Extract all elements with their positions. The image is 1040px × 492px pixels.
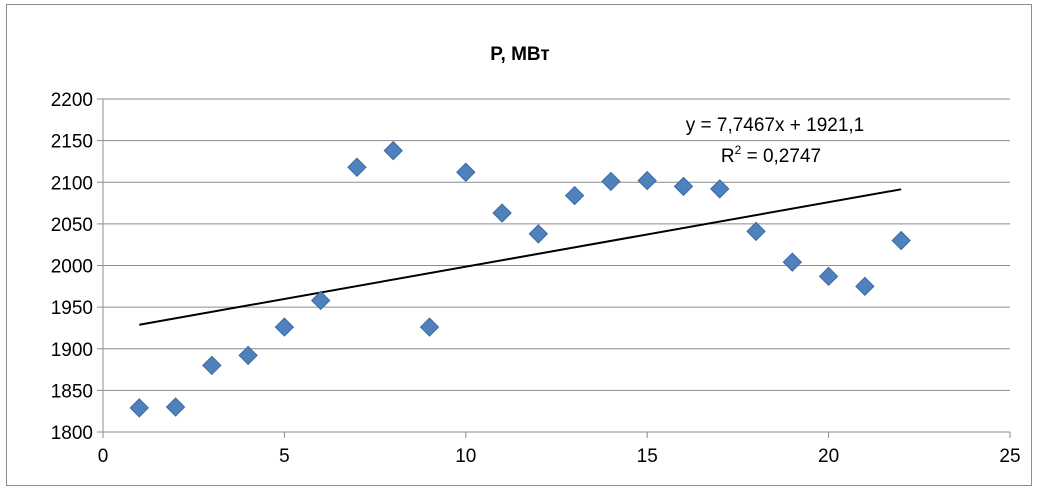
x-tick-label: 25 xyxy=(999,446,1020,467)
data-point xyxy=(818,266,839,287)
y-tick-label: 2200 xyxy=(51,90,93,111)
data-point xyxy=(891,230,911,251)
data-point xyxy=(129,398,149,418)
y-tick-label: 1800 xyxy=(51,423,93,444)
trendline-line xyxy=(139,188,902,326)
x-tick-label: 15 xyxy=(637,446,658,467)
trendline-equation: y = 7,7467x + 1921,1 xyxy=(686,115,865,136)
data-point xyxy=(202,355,222,376)
data-point xyxy=(746,221,766,242)
r2-label-value: = 0,2747 xyxy=(741,146,821,167)
data-point xyxy=(383,140,403,161)
data-point xyxy=(601,171,621,192)
data-point xyxy=(238,345,258,366)
data-point xyxy=(274,317,295,337)
data-point xyxy=(456,162,476,182)
data-point xyxy=(165,397,186,417)
y-tick-labels: 1800 1850 1900 1950 2000 2050 2100 2150 2200 xyxy=(51,90,93,444)
y-tick-label: 2000 xyxy=(51,257,93,278)
data-point xyxy=(564,185,585,206)
x-tick-label: 0 xyxy=(98,446,109,467)
data-point xyxy=(347,157,367,177)
x-tick-label: 10 xyxy=(455,446,476,467)
x-tick-label: 20 xyxy=(818,446,839,467)
chart-title: P, МВт xyxy=(490,44,549,65)
x-tick-label: 5 xyxy=(279,446,290,467)
x-tick-labels: 0 5 10 15 20 25 xyxy=(98,446,1021,467)
trendline-r2: R2 = 0,2747 xyxy=(721,143,821,167)
data-point xyxy=(637,170,657,191)
data-point xyxy=(419,317,440,337)
y-tick-label: 2050 xyxy=(51,215,93,236)
data-point xyxy=(673,176,694,197)
data-point xyxy=(310,290,331,311)
r2-label-sup: 2 xyxy=(735,143,742,157)
data-points xyxy=(129,140,911,418)
trendline xyxy=(139,188,902,326)
data-point xyxy=(710,179,730,199)
y-tick-label: 2100 xyxy=(51,173,93,194)
y-tick-label: 1950 xyxy=(51,298,93,319)
y-tick-label: 1900 xyxy=(51,340,93,361)
r2-label-prefix: R xyxy=(721,146,735,167)
data-point xyxy=(855,276,875,297)
axes xyxy=(97,98,1011,438)
data-point xyxy=(782,252,803,272)
gridlines xyxy=(103,98,1010,433)
data-point xyxy=(492,203,512,223)
data-point xyxy=(528,224,549,244)
y-tick-label: 2150 xyxy=(51,132,93,153)
y-tick-label: 1850 xyxy=(51,381,93,402)
